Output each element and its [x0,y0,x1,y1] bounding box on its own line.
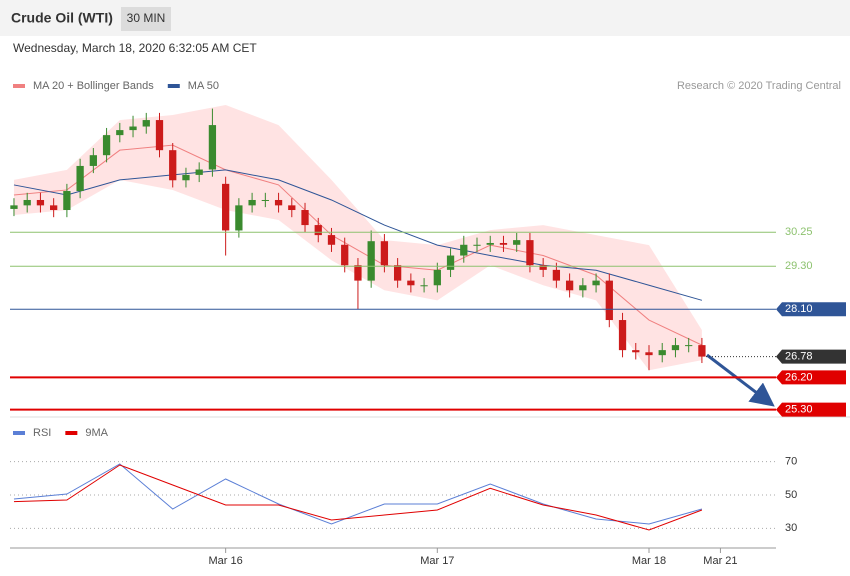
legend-swatch [13,84,25,88]
candle-body [592,280,600,286]
candle-body [235,205,243,231]
candle-body [671,345,680,351]
interval: 30 MIN [127,11,166,25]
level-label: 26.78 [785,350,813,362]
price-plot [10,105,706,371]
candle-body [261,199,269,201]
candle-body [222,183,230,231]
candle-body [116,130,124,136]
candle-body [685,345,693,347]
bollinger-band [13,105,702,371]
candle-body [341,244,349,266]
credit: Research © 2020 Trading Central [677,80,841,92]
candle-body [155,120,164,151]
level-label: 25.30 [785,404,813,416]
candle-body [169,150,177,181]
candle-body [354,265,362,281]
candle-body [50,205,58,211]
x-tick-label: Mar 18 [632,555,666,567]
candle-body [23,199,31,206]
level-label: 29.30 [785,260,813,272]
candle-body [327,235,336,245]
candle-body [407,280,415,286]
candle-body [605,280,613,321]
candle-body [473,244,481,246]
candle-body [513,240,521,245]
candle-body [632,350,640,353]
candle-body [63,191,71,211]
y-tick-label: 30 [785,522,797,534]
level-box [776,402,846,417]
x-tick-label: Mar 17 [420,555,454,567]
candle-body [698,345,706,357]
rsi-line [13,464,703,531]
candle-body [393,265,402,281]
candle-body [658,350,666,356]
legend-label: MA 50 [188,80,219,92]
level-label: 28.10 [785,303,813,315]
candle-body [380,241,389,266]
x-tick-label: Mar 21 [703,555,737,567]
candle-body [618,320,627,351]
candle-body [288,205,296,211]
level-label: 30.25 [785,226,813,238]
candle-body [645,352,653,356]
title: Crude Oil (WTI) [11,10,113,26]
candle-body [76,165,84,192]
ma20-line [13,144,703,346]
candle-body [460,244,468,256]
candle-body [486,242,494,245]
candle-body [565,280,574,291]
candle-body [208,125,217,170]
level-box [776,349,846,364]
candle-body [301,210,309,226]
candle-body [446,255,455,270]
candle-body [539,265,547,270]
candle-body [182,174,190,181]
candle-body [367,241,375,281]
candle-body [499,242,508,245]
y-tick-label: 50 [785,489,797,501]
legend-swatch [65,431,78,435]
candle-body [526,240,534,266]
candle-body [552,269,561,281]
candle-body [433,269,441,286]
y-tick-label: 70 [785,456,797,468]
candle-body [142,120,150,127]
candle-body [579,285,587,291]
legend-swatch [13,431,25,435]
candle-body [314,225,322,236]
candle-body [10,205,18,209]
x-tick-label: Mar 16 [209,555,243,567]
candle-body [274,199,283,206]
level-label: 26.20 [785,371,813,383]
candle-body [248,199,256,206]
candle-body [102,135,111,156]
ma50-line [13,169,703,301]
level-box [776,302,846,317]
legend-label: 9MA [85,427,108,439]
forecast-arrow [706,353,775,407]
candle-body [36,199,45,206]
legend-label: MA 20 + Bollinger Bands [33,80,154,92]
level-box [776,370,846,385]
rsi-line [13,463,703,525]
candle-body [420,285,428,287]
interval-box [121,7,171,31]
date: Wednesday, March 18, 2020 6:32:05 AM CET [13,41,257,55]
candle-body [89,155,97,166]
legend-label: RSI [33,427,51,439]
candle-body [129,126,137,131]
legend-swatch [167,84,180,88]
candle-body [195,169,203,175]
